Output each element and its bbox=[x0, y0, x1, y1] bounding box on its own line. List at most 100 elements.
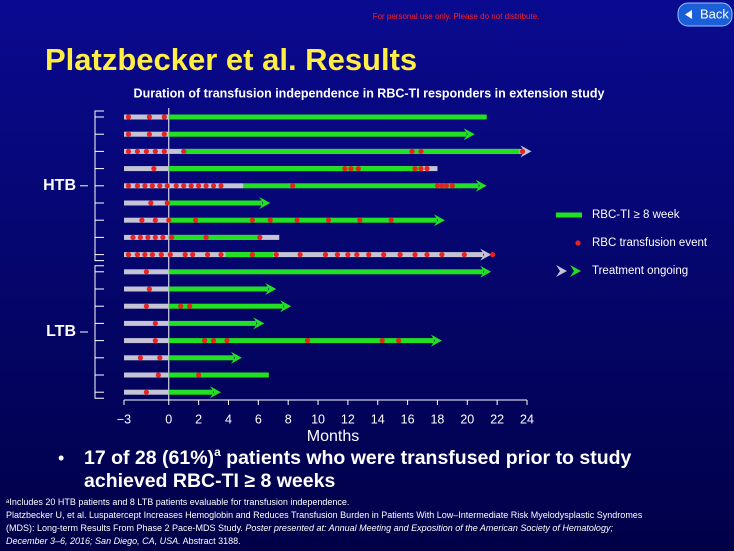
ongoing-arrow bbox=[259, 197, 271, 209]
transfusion-event bbox=[167, 252, 173, 258]
ongoing-arrow bbox=[265, 283, 277, 295]
transfusion-event bbox=[160, 234, 166, 240]
reference-italic: Poster presented at: Annual Meeting and … bbox=[245, 523, 613, 533]
ongoing-arrow bbox=[520, 145, 532, 158]
transfusion-event bbox=[397, 252, 403, 258]
transfusion-event bbox=[152, 217, 158, 223]
transfusion-event bbox=[164, 200, 170, 206]
transfusion-event bbox=[193, 217, 199, 223]
back-button-bg[interactable] bbox=[677, 2, 733, 27]
transfusion-event bbox=[439, 183, 445, 189]
transfusion-event bbox=[145, 234, 151, 240]
footnote: aIncludes 20 HTB patients and 8 LTB pati… bbox=[6, 497, 349, 507]
reference-line: (MDS): Long-term Results From Phase 2 Pa… bbox=[6, 523, 613, 533]
group-label: LTB bbox=[46, 323, 76, 340]
pre-study-bar bbox=[124, 286, 169, 292]
transfusion-event bbox=[146, 286, 152, 292]
back-icon[interactable] bbox=[685, 10, 692, 19]
transfusion-event bbox=[166, 217, 172, 223]
pre-study-bar bbox=[124, 320, 169, 326]
transfusion-event bbox=[161, 148, 167, 154]
pre-study-bar bbox=[124, 355, 169, 361]
rbc-ti-bar bbox=[168, 200, 263, 206]
x-tick-label: 4 bbox=[225, 412, 232, 426]
transfusion-event bbox=[152, 234, 158, 240]
transfusion-event bbox=[348, 166, 354, 172]
transfusion-event bbox=[134, 148, 141, 154]
transfusion-event bbox=[125, 252, 132, 258]
transfusion-event bbox=[354, 252, 360, 258]
rbc-ti-bar bbox=[168, 372, 269, 378]
transfusion-event bbox=[355, 166, 361, 172]
transfusion-event bbox=[161, 114, 167, 120]
legend-swatch bbox=[570, 265, 581, 277]
transfusion-event bbox=[357, 217, 363, 223]
transfusion-event bbox=[143, 269, 149, 275]
transfusion-event bbox=[267, 217, 273, 223]
pre-study-bar bbox=[124, 217, 169, 223]
transfusion-event bbox=[396, 338, 402, 344]
transfusion-event bbox=[164, 183, 170, 189]
transfusion-event bbox=[334, 252, 341, 258]
transfusion-event bbox=[149, 183, 155, 189]
transfusion-event bbox=[146, 114, 152, 120]
back-label[interactable]: Back bbox=[700, 6, 729, 21]
ongoing-arrow bbox=[230, 351, 242, 364]
x-tick-label: 20 bbox=[460, 412, 474, 426]
rbc-ti-bar bbox=[168, 131, 467, 137]
transfusion-event bbox=[190, 252, 196, 258]
legend-label: RBC-TI ≥ 8 week bbox=[592, 209, 680, 221]
transfusion-event bbox=[519, 148, 526, 154]
transfusion-event bbox=[218, 183, 224, 189]
transfusion-event bbox=[143, 303, 149, 309]
transfusion-event bbox=[134, 183, 141, 189]
transfusion-event bbox=[142, 183, 148, 189]
transfusion-event bbox=[178, 303, 184, 309]
transfusion-event bbox=[188, 183, 194, 189]
legend-swatch bbox=[556, 212, 582, 218]
transfusion-event bbox=[137, 234, 144, 240]
rbc-ti-bar bbox=[183, 148, 520, 154]
transfusion-event bbox=[158, 252, 164, 258]
rbc-ti-bar bbox=[225, 252, 274, 258]
transfusion-event bbox=[196, 183, 202, 189]
x-tick-label: 0 bbox=[165, 412, 172, 426]
transfusion-event bbox=[424, 252, 430, 258]
x-tick-label: −3 bbox=[117, 412, 131, 426]
transfusion-event bbox=[187, 303, 193, 309]
back-button[interactable]: Back bbox=[677, 2, 733, 27]
transfusion-event bbox=[130, 234, 136, 240]
transfusion-event bbox=[134, 252, 141, 258]
transfusion-event bbox=[203, 183, 209, 189]
pre-study-bar bbox=[124, 200, 169, 206]
transfusion-event bbox=[149, 252, 155, 258]
rbc-ti-bar bbox=[168, 303, 284, 309]
rbc-ti-bar bbox=[243, 183, 479, 189]
transfusion-event bbox=[139, 217, 145, 223]
slide-title: Platzbecker et al. Results bbox=[45, 42, 417, 77]
transfusion-event bbox=[173, 183, 179, 189]
transfusion-event bbox=[379, 338, 385, 344]
pre-study-bar bbox=[124, 372, 169, 378]
transfusion-event bbox=[224, 338, 230, 344]
transfusion-event bbox=[449, 183, 455, 189]
transfusion-event bbox=[418, 166, 424, 172]
legend-swatch bbox=[556, 265, 567, 277]
transfusion-event bbox=[181, 183, 187, 189]
transfusion-event bbox=[146, 131, 152, 137]
transfusion-event bbox=[434, 183, 441, 189]
transfusion-event bbox=[297, 252, 303, 258]
transfusion-event bbox=[249, 217, 255, 223]
transfusion-event bbox=[409, 148, 415, 154]
rbc-ti-bar bbox=[168, 269, 484, 275]
transfusion-event bbox=[125, 131, 132, 137]
transfusion-event bbox=[490, 252, 496, 258]
transfusion-event bbox=[345, 252, 351, 258]
transfusion-event bbox=[325, 217, 332, 223]
transfusion-event bbox=[142, 252, 148, 258]
transfusion-event bbox=[388, 217, 394, 223]
x-tick-label: 10 bbox=[311, 412, 325, 426]
transfusion-event bbox=[152, 338, 158, 344]
